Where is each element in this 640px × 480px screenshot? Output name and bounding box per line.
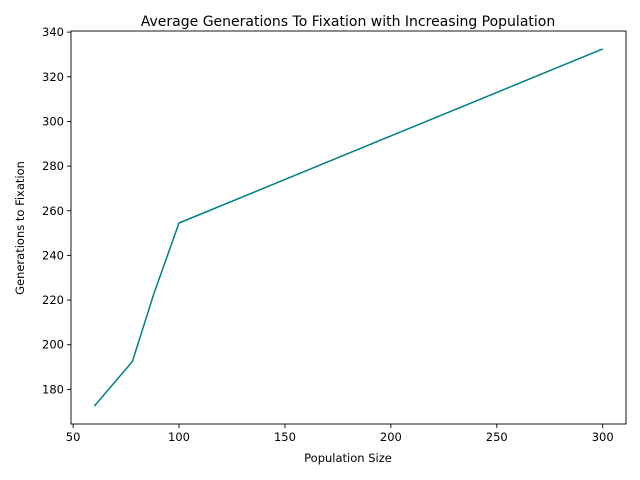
y-tick-label: 200 [42, 338, 64, 352]
x-tick-label: 100 [168, 430, 190, 444]
x-tick-label: 300 [592, 430, 614, 444]
plot-frame [70, 30, 627, 425]
plot-area [93, 48, 603, 407]
x-tick-label: 200 [380, 430, 402, 444]
y-tick-label: 300 [42, 114, 64, 128]
x-axis: 50 100 150 200 250 300 [66, 424, 614, 444]
y-tick-label: 280 [42, 159, 64, 173]
x-tick-label: 50 [66, 430, 81, 444]
chart-title: Average Generations To Fixation with Inc… [141, 14, 555, 30]
y-tick-label: 240 [42, 248, 64, 262]
x-axis-label: Population Size [304, 451, 392, 465]
y-tick-label: 220 [42, 293, 64, 307]
y-tick-label: 340 [42, 25, 64, 39]
y-tick-label: 320 [42, 70, 64, 84]
y-tick-label: 260 [42, 204, 64, 218]
series-line [93, 48, 603, 407]
y-axis: 180 200 220 240 260 280 300 320 340 [42, 25, 71, 396]
x-tick-label: 150 [274, 430, 296, 444]
y-tick-label: 180 [42, 382, 64, 396]
x-tick-label: 250 [486, 430, 508, 444]
y-axis-label: Generations to Fixation [13, 161, 27, 295]
